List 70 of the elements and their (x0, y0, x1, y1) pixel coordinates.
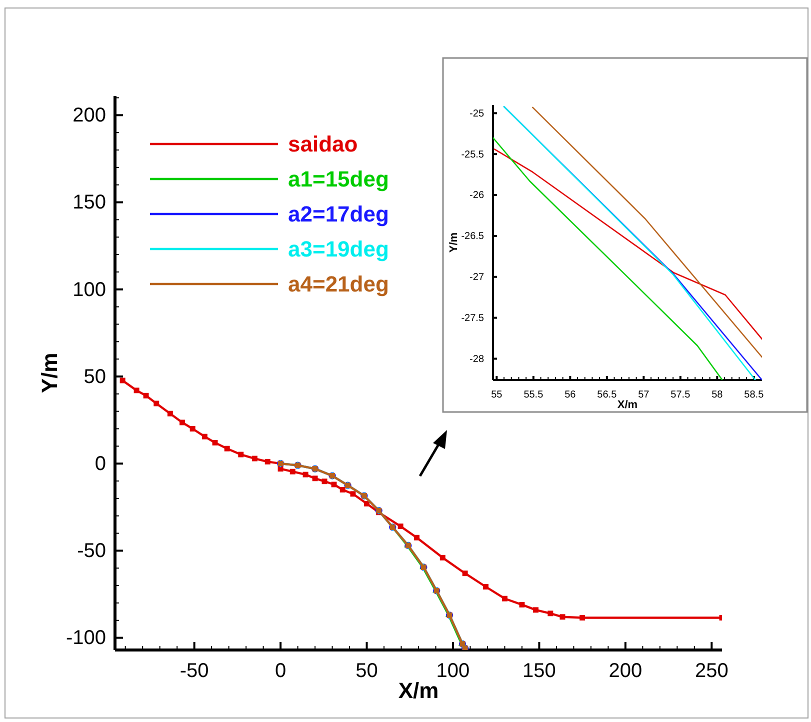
x-tick-label: 55 (491, 390, 503, 400)
x-tick-label: 0 (274, 660, 286, 682)
line-series (494, 148, 762, 340)
x-tick-label: 56 (564, 390, 576, 400)
point (238, 452, 244, 458)
x-tick-label: 100 (436, 660, 470, 682)
text: a1=15deg (288, 166, 389, 192)
x-tick-label: 58 (712, 390, 724, 400)
point (519, 602, 525, 608)
point (548, 610, 554, 616)
y-tick-label: -26.5 (461, 231, 484, 242)
point (134, 388, 140, 394)
point (252, 456, 258, 462)
point (143, 392, 149, 398)
text: a4=21deg (288, 272, 389, 297)
y-tick-label: -25.5 (461, 149, 484, 160)
y-tick-label: -25 (470, 108, 484, 120)
text: a2=17deg (288, 202, 389, 227)
y-tick-label: 100 (72, 278, 106, 301)
y-tick-label: 0 (94, 452, 106, 475)
point (340, 486, 346, 492)
x-tick-label: 50 (356, 660, 378, 682)
point (190, 426, 196, 432)
point (533, 607, 538, 613)
x-tick-label: 57 (638, 390, 650, 400)
y-tick-label: -28 (470, 354, 484, 365)
point (302, 472, 308, 478)
point (580, 615, 586, 621)
x-tick-label: -50 (180, 660, 209, 682)
point (483, 584, 488, 590)
point (350, 491, 356, 497)
point (502, 596, 508, 602)
text: a3=19deg (288, 236, 389, 262)
y-tick-label: -100 (66, 627, 106, 650)
x-axis-title: X/m (617, 399, 638, 411)
x-tick-label: 58.5 (744, 390, 764, 400)
point (264, 458, 270, 464)
point (224, 446, 230, 452)
point (154, 400, 160, 406)
point (440, 554, 446, 560)
y-axis-title: Y/m (37, 352, 62, 394)
x-tick-label: 150 (522, 660, 556, 682)
point (167, 410, 173, 416)
line-series (493, 137, 723, 380)
y-tick-label: 150 (72, 192, 106, 214)
x-tick-label: 56.5 (597, 390, 618, 400)
x-axis-title: X/m (398, 678, 439, 703)
point (322, 478, 328, 484)
y-axis-title: Y/m (448, 232, 460, 253)
text: saidao (288, 132, 358, 157)
x-tick-label: 200 (608, 660, 642, 682)
point (560, 614, 566, 620)
point (312, 476, 318, 482)
y-tick-label: -26 (470, 190, 484, 202)
point (180, 420, 185, 426)
point (462, 570, 468, 576)
x-tick-label: 55.5 (524, 390, 544, 400)
point (202, 434, 208, 440)
y-tick-label: 200 (72, 104, 106, 127)
point (120, 378, 126, 384)
point (398, 524, 404, 530)
x-tick-label: 250 (694, 660, 728, 682)
x-tick-label: 57.5 (670, 390, 691, 400)
point (364, 500, 370, 506)
y-tick-label: -50 (77, 540, 106, 562)
point (290, 468, 296, 474)
point (212, 440, 218, 446)
point (414, 534, 420, 540)
y-tick-label: -27 (470, 272, 484, 284)
y-tick-label: -27.5 (461, 313, 484, 324)
